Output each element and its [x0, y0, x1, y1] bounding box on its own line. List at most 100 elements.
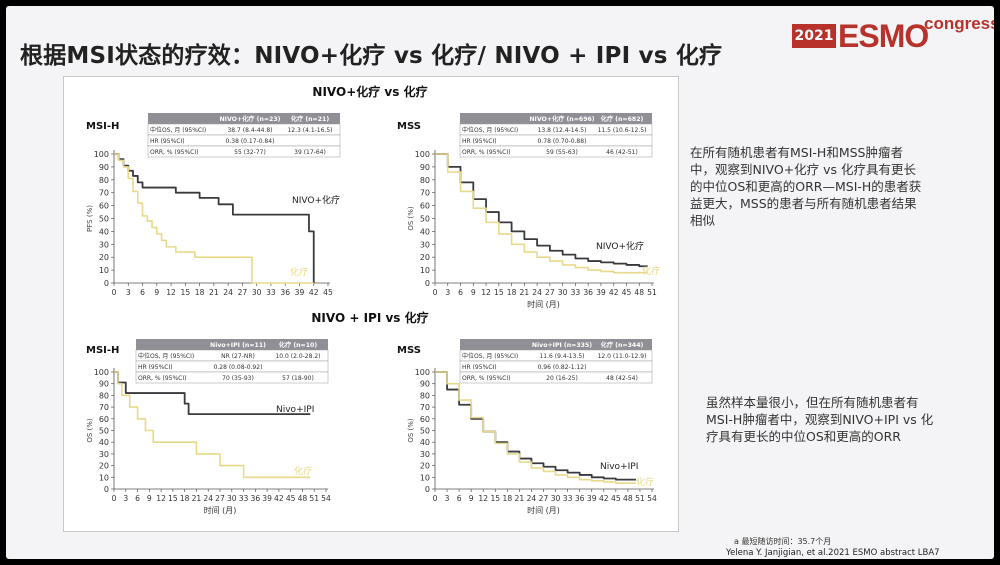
x-tick-label: 24: [203, 494, 213, 503]
x-tick-label: 21: [192, 494, 202, 503]
table-header-bg: [460, 113, 652, 124]
x-tick-label: 45: [611, 494, 621, 503]
x-tick-label: 9: [154, 288, 159, 297]
y-tick-label: 50: [420, 215, 430, 224]
x-tick-label: 21: [209, 288, 219, 297]
x-tick-label: 48: [298, 494, 308, 503]
citation: Yelena Y. Janjigian, et al.2021 ESMO abs…: [726, 548, 940, 558]
x-tick-label: 30: [558, 288, 568, 297]
x-tick-label: 42: [309, 288, 319, 297]
table-col1-header: Nivo+IPI (n=11): [210, 342, 266, 349]
logo-year: 2021: [792, 24, 836, 48]
footnote: a 最短随访时间：35.7个月: [734, 537, 832, 546]
table-cell: 55 (32-77): [234, 149, 266, 156]
table-row-label: 中位OS, 月 (95%CI): [138, 352, 194, 360]
table-cell: 0.28 (0.08-0.92): [214, 364, 263, 371]
x-tick-label: 42: [274, 494, 284, 503]
table-row-bg: [135, 371, 329, 384]
group-label: MSS: [397, 345, 421, 356]
slide-title: 根据MSI状态的疗效：NIVO+化疗 vs 化疗/ NIVO + IPI vs …: [20, 43, 723, 69]
x-tick-label: 18: [502, 494, 512, 503]
x-tick-label: 36: [250, 494, 260, 503]
logo-suffix: congress: [924, 14, 994, 33]
x-tick-label: 27: [545, 288, 555, 297]
x-tick-label: 42: [609, 288, 619, 297]
y-tick-label: 40: [420, 227, 430, 236]
y-tick-label: 90: [99, 380, 109, 389]
x-tick-label: 33: [266, 288, 276, 297]
x-tick-label: 36: [583, 288, 593, 297]
y-tick-label: 0: [425, 279, 430, 288]
y-tick-label: 70: [420, 189, 430, 198]
group-label: MSI-H: [86, 345, 119, 356]
table-cell: 12.3 (4.1-16.5): [287, 127, 332, 134]
y-tick-label: 20: [420, 253, 430, 262]
figure-panel: NIVO+化疗 vs 化疗 NIVO + IPI vs 化疗 MSI-H 0 10 20 3…: [63, 76, 679, 532]
x-axis-label: 时间 (月): [527, 505, 560, 515]
x-tick-label: 15: [168, 494, 178, 503]
table-col1-header: NIVO+化疗 (n=23): [220, 115, 281, 123]
x-tick-label: 12: [478, 494, 488, 503]
y-tick-label: 80: [99, 391, 109, 400]
table-col2-header: 化疗 (n=10): [279, 341, 318, 349]
table-row-label: 中位OS, 月 (95%CI): [150, 126, 206, 134]
control-curve: [435, 153, 648, 274]
x-tick-label: 48: [634, 288, 644, 297]
x-tick-label: 12: [481, 288, 491, 297]
control-curve-label: 化疗: [642, 265, 660, 277]
y-tick-label: 10: [420, 266, 430, 275]
y-tick-label: 20: [99, 253, 109, 262]
table-col1-header: NIVO+化疗 (n=696): [529, 115, 594, 123]
x-tick-label: 39: [262, 494, 272, 503]
y-tick-label: 100: [94, 150, 109, 159]
y-tick-label: 0: [425, 485, 430, 494]
x-tick-label: 3: [445, 494, 450, 503]
x-tick-label: 21: [520, 288, 530, 297]
table-cell: 10.0 (2.0-28.2): [275, 353, 320, 360]
x-tick-label: 24: [532, 288, 542, 297]
x-tick-label: 3: [126, 288, 131, 297]
table-col2-header: 化疗 (n=21): [291, 115, 330, 123]
y-tick-label: 60: [420, 202, 430, 211]
km-figure: NIVO+化疗 vs 化疗 NIVO + IPI vs 化疗 MSI-H 0 10 20 3…: [86, 84, 660, 515]
y-tick-label: 70: [99, 189, 109, 198]
y-axis-label: PFS (%): [86, 205, 94, 232]
x-tick-label: 39: [295, 288, 305, 297]
table-row-label: 中位OS, 月 (95%CI): [462, 352, 518, 360]
x-axis-label: 时间 (月): [204, 505, 237, 515]
table-col1-header: Nivo+IPI (n=335): [532, 342, 592, 349]
x-tick-label: 39: [587, 494, 597, 503]
table-row-label: ORR, % (95%CI): [150, 149, 198, 156]
table-cell: 0.38 (0.17-0.84): [226, 138, 275, 145]
table-cell: 39 (17-64): [294, 149, 326, 156]
y-tick-label: 90: [99, 163, 109, 172]
x-tick-label: 12: [156, 494, 166, 503]
y-tick-label: 60: [99, 202, 109, 211]
x-tick-label: 27: [238, 288, 248, 297]
x-tick-label: 9: [469, 494, 474, 503]
y-tick-label: 30: [99, 240, 109, 249]
y-tick-label: 30: [99, 450, 109, 459]
table-row-bg: [147, 145, 341, 158]
table-row-label: ORR, % (95%CI): [462, 149, 510, 156]
table-row-label: ORR, % (95%CI): [462, 375, 510, 382]
treatment-curve: [114, 153, 315, 283]
x-tick-label: 27: [215, 494, 225, 503]
treatment-curve-label: Nivo+IPI: [276, 405, 314, 415]
x-tick-label: 9: [471, 288, 476, 297]
x-tick-label: 6: [458, 288, 463, 297]
summary-table: Nivo+IPI (n=335) 化疗 (n=344) 中位OS, 月 (95%CI…: [459, 339, 653, 384]
x-tick-label: 45: [622, 288, 632, 297]
y-axis-label: OS (%): [407, 206, 415, 231]
y-tick-label: 40: [420, 438, 430, 447]
x-tick-label: 54: [647, 494, 657, 503]
x-tick-label: 21: [515, 494, 525, 503]
y-tick-label: 80: [420, 176, 430, 185]
treatment-curve-label: Nivo+IPI: [600, 462, 638, 472]
y-tick-label: 50: [99, 215, 109, 224]
control-curve: [114, 371, 311, 479]
table-cell: 57 (18-90): [282, 375, 314, 382]
table-row-label: HR (95%CI): [150, 138, 185, 145]
table-row-label: HR (95%CI): [462, 138, 497, 145]
